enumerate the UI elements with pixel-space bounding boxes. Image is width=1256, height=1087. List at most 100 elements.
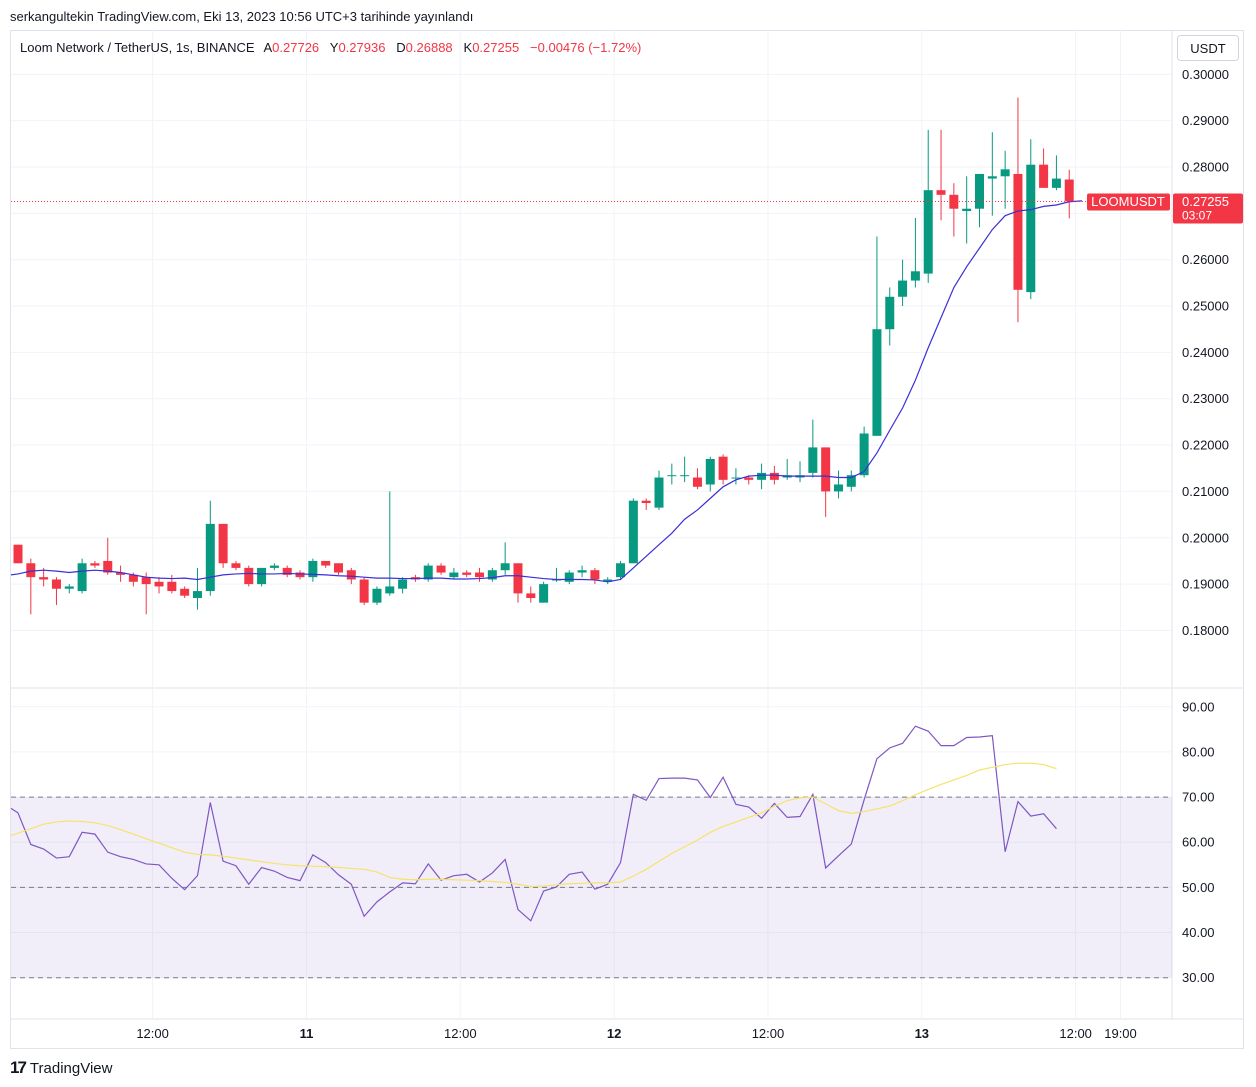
candle-body [308, 560, 318, 578]
rsi-tick-label: 70.00 [1182, 790, 1215, 805]
candle [975, 173, 984, 228]
candle-body [590, 570, 600, 580]
candle-body [475, 572, 485, 578]
moving-average-line [10, 200, 1083, 583]
rsi-tick-label: 40.00 [1182, 925, 1215, 940]
candle [923, 129, 933, 283]
candle [898, 259, 908, 307]
candle-body [680, 475, 690, 477]
candle [462, 570, 472, 578]
candle-body [833, 484, 843, 492]
price-tag-value: 0.27255 [1182, 194, 1229, 209]
candle [859, 426, 869, 478]
currency-button[interactable]: USDT [1177, 35, 1239, 61]
candle [13, 544, 23, 564]
candle [1013, 97, 1023, 323]
legend-symbol: Loom Network / TetherUS, 1s, BINANCE [20, 40, 255, 55]
candle-body [898, 280, 908, 297]
candle-body [577, 570, 587, 573]
candle-body [449, 572, 459, 578]
candle [846, 470, 856, 492]
grid-lines [11, 30, 1243, 1020]
rsi-axis: 90.00 80.00 70.00 60.00 50.00 40.00 30.00 [1182, 699, 1215, 985]
price-tick-label: 0.25000 [1182, 299, 1229, 314]
candle-body [923, 190, 933, 274]
candle [692, 468, 702, 490]
candle [757, 463, 767, 490]
candle-body [295, 572, 305, 578]
candle [218, 523, 228, 568]
time-tick-label: 12:00 [444, 1026, 477, 1041]
candle [423, 563, 433, 582]
candle [667, 463, 677, 485]
candle-body [692, 477, 702, 487]
candle-body [526, 593, 536, 599]
candle-body [128, 574, 138, 582]
price-tick-label: 0.20000 [1182, 530, 1229, 545]
candle [269, 563, 279, 571]
candle [487, 567, 497, 582]
candle [449, 567, 459, 580]
candle-body [334, 563, 343, 573]
candle-body [846, 475, 856, 487]
candle [26, 558, 36, 615]
candle [962, 176, 972, 244]
legend-low-value: 0.26888 [405, 40, 453, 55]
candle-body [744, 477, 754, 480]
candle [795, 461, 805, 483]
candle-body [13, 544, 23, 564]
candle [154, 577, 164, 594]
candle [141, 572, 151, 615]
price-tick-label: 0.24000 [1182, 345, 1229, 360]
candle-body [39, 577, 49, 580]
candle [90, 560, 100, 568]
candle-body [859, 433, 869, 476]
candle [1051, 155, 1061, 191]
price-tick-label: 0.21000 [1182, 484, 1229, 499]
price-tick-label: 0.19000 [1182, 577, 1229, 592]
candle [680, 456, 690, 483]
candle [103, 537, 113, 575]
price-tick-label: 0.22000 [1182, 438, 1229, 453]
price-axis: 0.300000.290000.280000.270000.260000.250… [1182, 67, 1229, 638]
candle-body [244, 567, 254, 585]
symbol-legend[interactable]: Loom Network / TetherUS, 1s, BINANCE A0.… [20, 40, 641, 55]
publisher-note: serkangultekin TradingView.com, Eki 13, … [10, 9, 474, 24]
candle [1064, 169, 1074, 219]
candle [705, 456, 715, 492]
price-tick-label: 0.30000 [1182, 67, 1229, 82]
candle-body [641, 500, 651, 504]
price-tag-countdown: 03:07 [1182, 209, 1212, 223]
legend-high-value: 0.27936 [338, 40, 386, 55]
time-axis: 12:00 11 12:00 12 12:00 13 12:00 19:00 [136, 1026, 1136, 1041]
candle-body [26, 563, 36, 578]
candle-body [705, 458, 715, 485]
candle [308, 558, 318, 582]
candle-body [513, 563, 523, 594]
candle-body [962, 208, 972, 212]
candle [39, 567, 49, 587]
candle-body [1064, 179, 1074, 202]
candle [628, 498, 638, 564]
footer[interactable]: 17 TradingView [10, 1058, 112, 1078]
legend-close-value: 0.27255 [472, 40, 520, 55]
candle-body [205, 523, 215, 592]
candle-body [385, 586, 395, 594]
candle [564, 570, 574, 585]
candle-body [180, 588, 190, 596]
candle-body [231, 563, 241, 568]
candle-body [321, 560, 331, 566]
price-tick-label: 0.18000 [1182, 623, 1229, 638]
candle [205, 500, 215, 596]
candle-body [667, 475, 677, 477]
price-tick-label: 0.26000 [1182, 252, 1229, 267]
candle-body [1039, 164, 1049, 188]
candle-body [628, 500, 638, 564]
candle-body [167, 581, 177, 592]
candle-body [885, 296, 895, 330]
candle [192, 567, 202, 610]
candle-body [539, 584, 549, 603]
candle-body [462, 572, 472, 575]
price-tag-bg [1173, 193, 1243, 224]
